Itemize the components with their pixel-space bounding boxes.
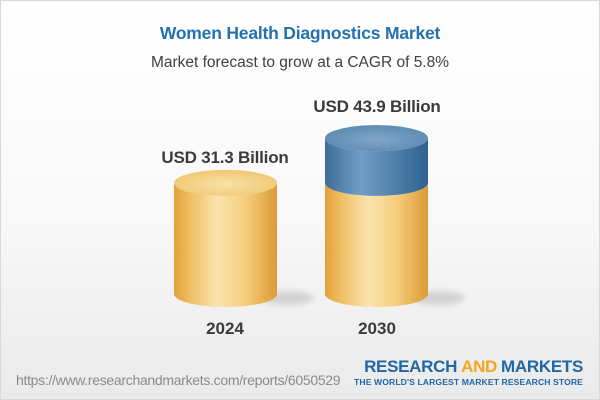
category-label-2024: 2024 [206, 319, 244, 338]
value-label-2024: USD 31.3 Billion [161, 148, 289, 167]
bar-2030-base-cylinder [325, 182, 428, 307]
bar-2024-top-ellipse [174, 169, 277, 196]
report-url: https://www.researchandmarkets.com/repor… [16, 372, 341, 388]
logo-word-markets: MARKETS [501, 357, 583, 376]
logo-tagline: THE WORLD'S LARGEST MARKET RESEARCH STOR… [354, 377, 583, 387]
chart-subtitle: Market forecast to grow at a CAGR of 5.8… [150, 54, 450, 71]
bar-2030-top-ellipse [325, 125, 428, 152]
logo-word-research: RESEARCH [364, 357, 458, 376]
value-label-2030: USD 43.9 Billion [313, 97, 441, 116]
research-and-markets-logo: RESEARCH AND MARKETS THE WORLD'S LARGEST M… [354, 358, 583, 387]
logo-word-and: AND [461, 357, 498, 376]
bar-2024-base-cylinder [174, 182, 277, 307]
chart-title: Women Health Diagnostics Market [159, 23, 441, 43]
category-label-2030: 2030 [358, 319, 396, 338]
bar-2030-growth-segment [325, 138, 428, 196]
logo-wordmark: RESEARCH AND MARKETS [354, 358, 583, 375]
